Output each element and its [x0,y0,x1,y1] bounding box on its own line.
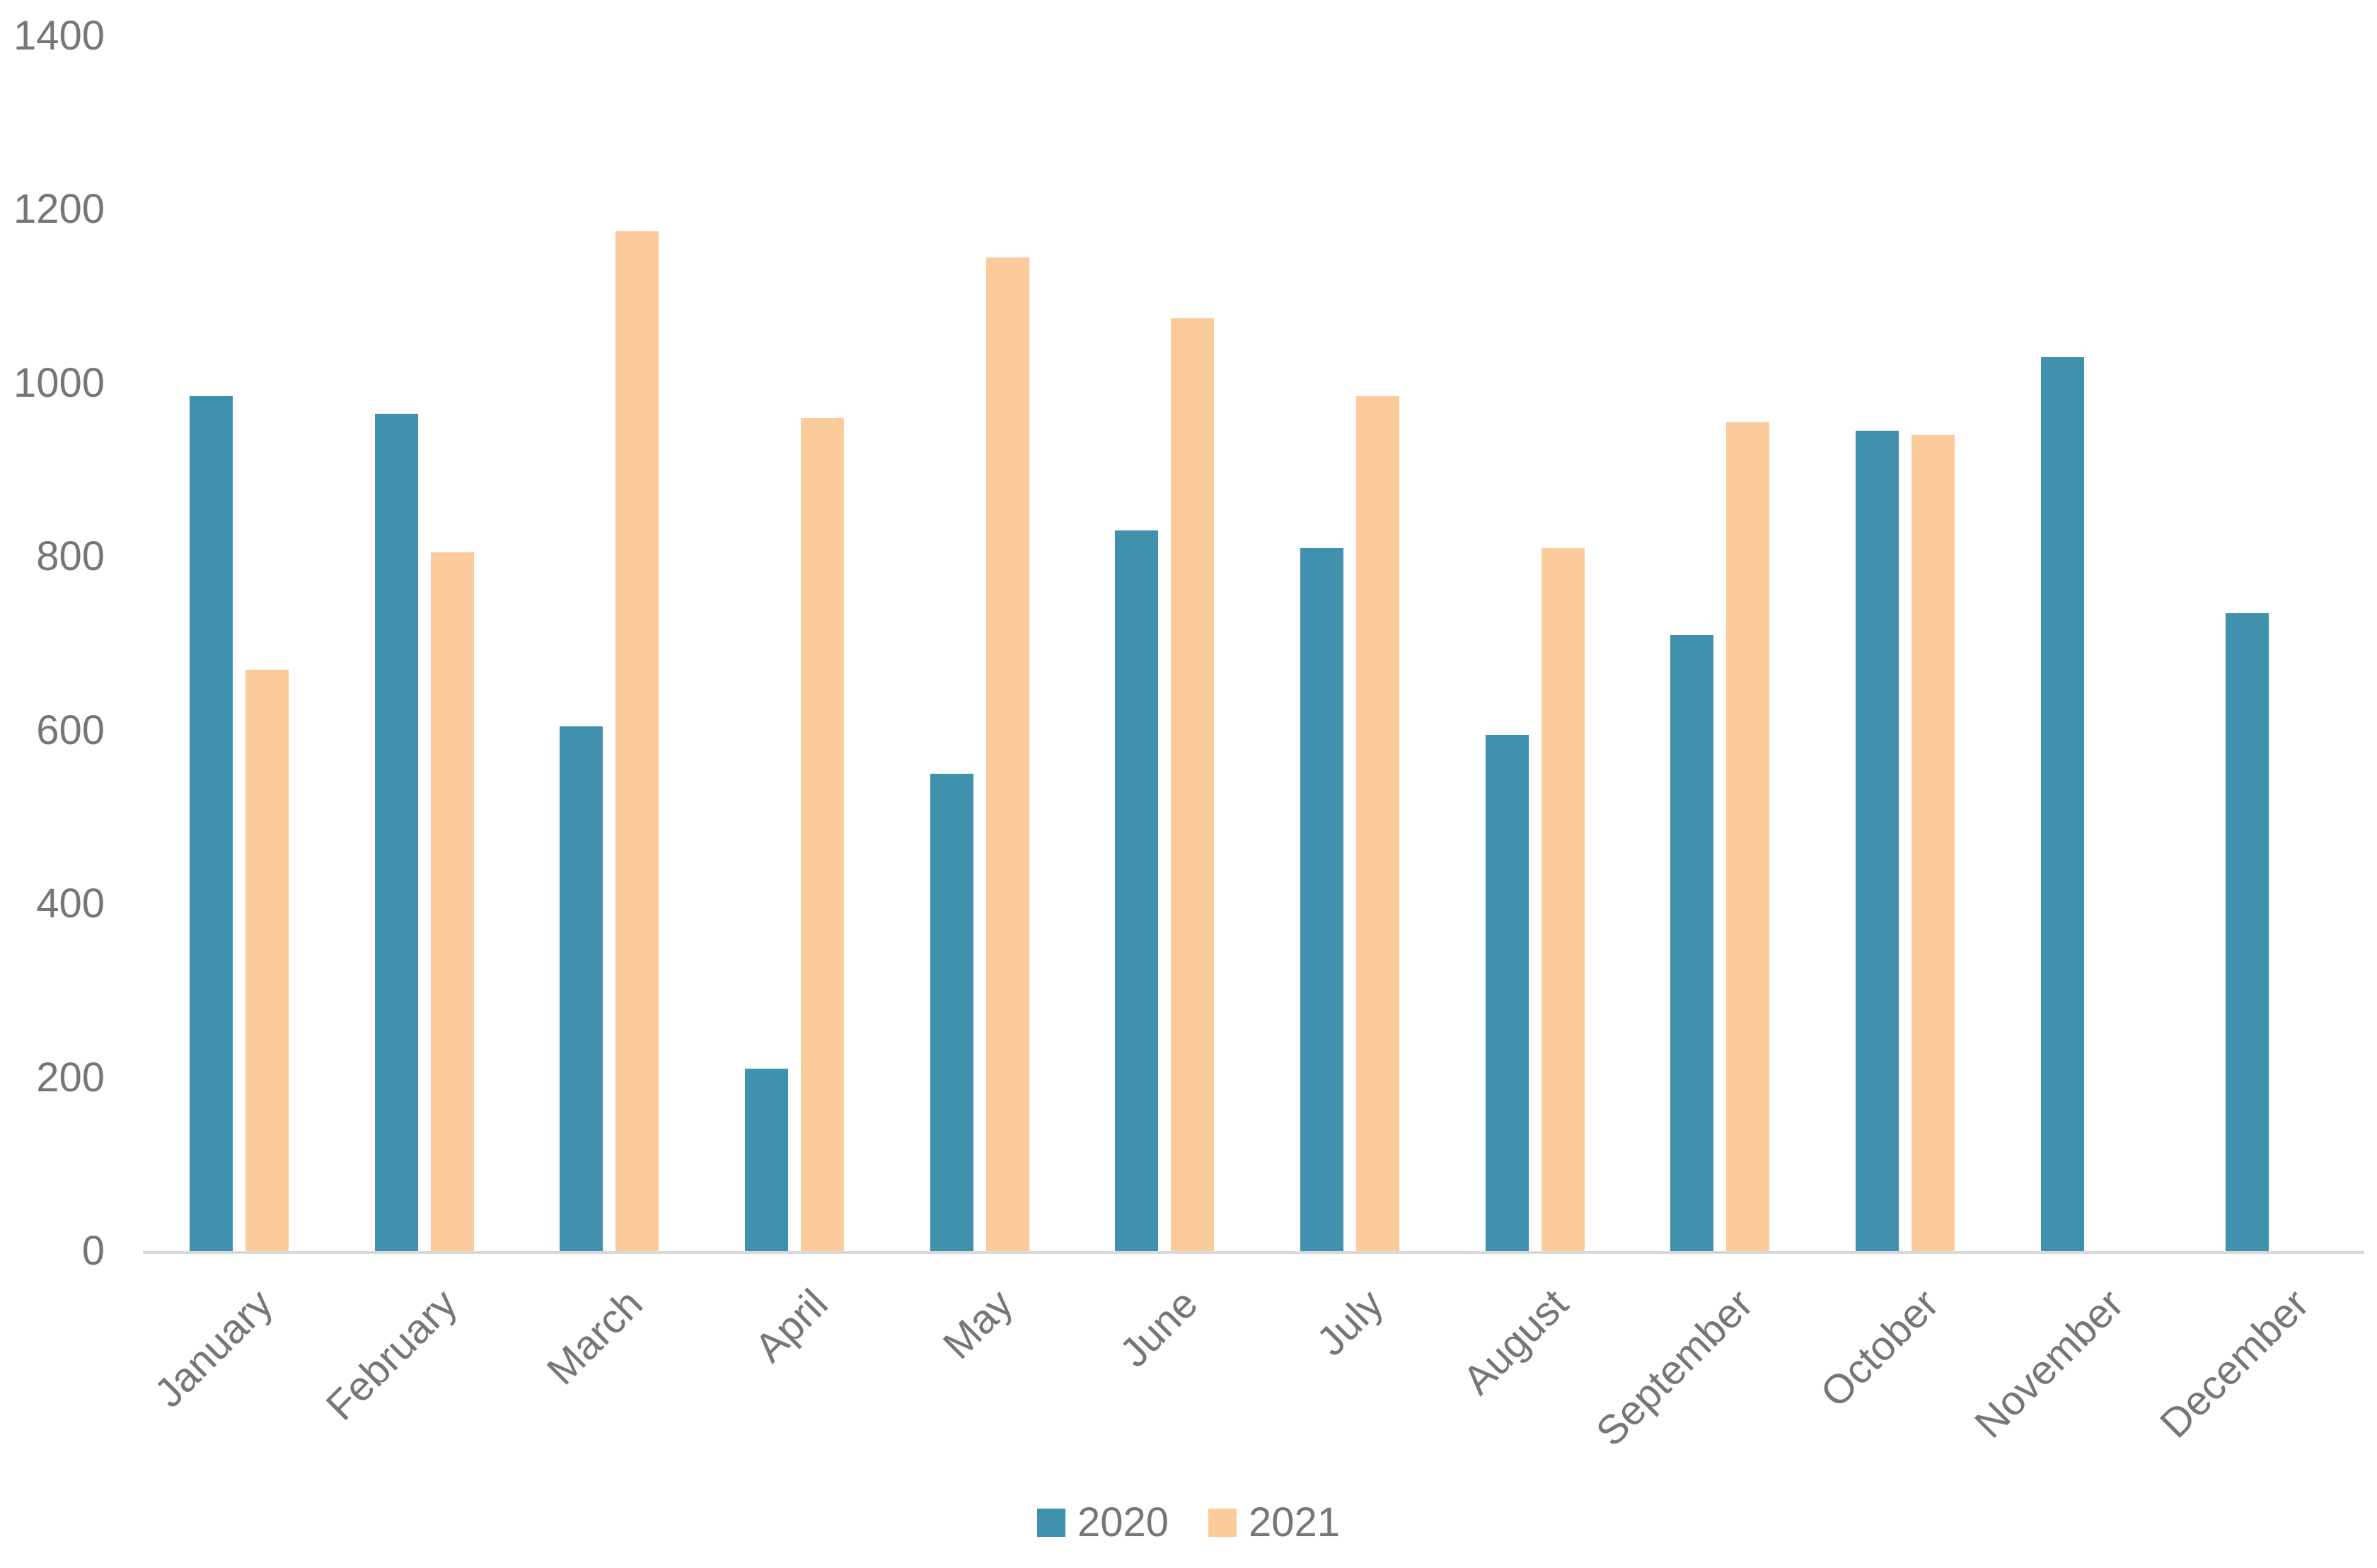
bar-2021-march [615,231,659,1251]
bar-2021-january [245,670,289,1251]
bar-2021-may [986,257,1029,1251]
x-axis-label-february: February [317,1280,467,1429]
bar-2020-february [375,414,418,1251]
y-axis-tick-600: 600 [36,707,105,753]
legend-item-2020: 2020 [1036,1499,1169,1545]
legend-item-2021: 2021 [1208,1501,1340,1545]
legend-label-2020: 2020 [1077,1499,1169,1545]
bar-2020-june [1115,530,1158,1251]
y-axis-tick-800: 800 [36,533,105,580]
bar-2021-june [1171,318,1214,1251]
bar-2021-april [801,418,844,1251]
bar-2021-october [1912,435,1955,1251]
y-axis-tick-1200: 1200 [13,186,105,233]
x-axis-label-march: March [538,1280,652,1394]
y-axis-tick-400: 400 [36,881,105,927]
bar-2020-august [1486,735,1529,1251]
bar-2020-march [560,726,603,1251]
x-axis-label-july: July [1307,1280,1392,1365]
bar-2020-may [930,774,973,1251]
bar-2021-february [431,552,474,1251]
bar-2021-july [1356,396,1399,1251]
x-axis-label-june: June [1111,1280,1207,1376]
legend-swatch-2020 [1036,1509,1065,1537]
bar-2020-september [1670,635,1713,1251]
bar-2020-july [1300,548,1343,1251]
chart-legend: 2020 2021 [0,1501,2377,1545]
y-axis-tick-1000: 1000 [13,359,105,406]
x-axis-label-december: December [2151,1280,2318,1447]
x-axis-label-january: January [145,1280,282,1417]
x-axis-label-may: May [934,1280,1022,1369]
bar-2021-august [1542,548,1585,1251]
y-axis-tick-0: 0 [81,1228,105,1274]
x-axis-label-august: August [1454,1280,1578,1404]
x-axis-label-september: September [1587,1280,1762,1456]
legend-swatch-2021 [1208,1509,1237,1537]
bar-2020-december [2226,613,2269,1251]
x-axis-label-november: November [1965,1280,2133,1447]
bar-2020-october [1856,431,1899,1251]
x-axis-baseline [143,1251,2364,1254]
y-axis-tick-200: 200 [36,1054,105,1100]
bar-2020-january [190,396,233,1251]
x-axis-label-april: April [746,1280,837,1371]
bar-2021-september [1726,422,1769,1251]
legend-label-2021: 2021 [1249,1499,1341,1545]
y-axis-tick-1400: 1400 [13,13,105,59]
x-axis-label-october: October [1811,1280,1948,1417]
bar-2020-april [745,1069,788,1251]
bar-2020-november [2041,357,2084,1251]
